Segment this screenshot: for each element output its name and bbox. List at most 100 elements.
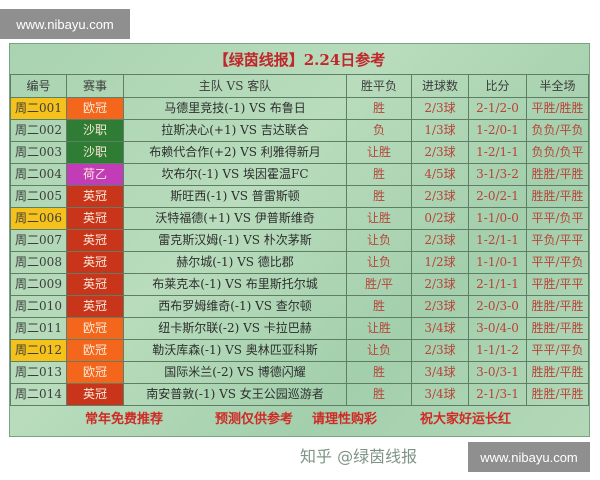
match-code: 周二014: [10, 383, 67, 406]
halftime-fulltime-pick: 胜胜/平胜: [526, 383, 589, 406]
result-wdl: 让负: [346, 251, 412, 274]
match-code: 周二013: [10, 361, 67, 384]
score-pick: 2-1/3-1: [468, 383, 527, 406]
halftime-fulltime-pick: 平平/平负: [526, 339, 589, 362]
column-header: 进球数: [411, 74, 469, 98]
halftime-fulltime-pick: 负负/负平: [526, 141, 589, 164]
score-pick: 1-1/1-2: [468, 339, 527, 362]
goals-pick: 2/3球: [411, 185, 469, 208]
result-wdl: 胜: [346, 361, 412, 384]
match-teams: 国际米兰(-2) VS 博德闪耀: [123, 361, 347, 384]
table-row: 周二002 沙职 拉斯决心(+1) VS 吉达联合负 1/3球 1-2/0-1 负负/平负: [10, 119, 589, 142]
goals-pick: 0/2球: [411, 207, 469, 230]
halftime-fulltime-pick: 胜胜/平胜: [526, 317, 589, 340]
column-header: 编号: [10, 74, 67, 98]
table-row: 周二009 英冠 布莱克本(-1) VS 布里斯托尔城 胜/平 2/3球 2-1/1-1 平…: [10, 273, 589, 296]
halftime-fulltime-pick: 胜胜/平胜: [526, 295, 589, 318]
goals-pick: 3/4球: [411, 361, 469, 384]
result-wdl: 胜: [346, 383, 412, 406]
match-code: 周二006: [10, 207, 67, 230]
column-header: 比分: [468, 74, 527, 98]
league-badge: 欧冠: [66, 97, 124, 120]
footer-slogan: 预测仅供参考: [215, 412, 294, 427]
result-wdl: 胜/平: [346, 273, 412, 296]
goals-pick: 2/3球: [411, 141, 469, 164]
goals-pick: 1/3球: [411, 119, 469, 142]
result-wdl: 让胜: [346, 207, 412, 230]
halftime-fulltime-pick: 平胜/胜胜: [526, 97, 589, 120]
match-code: 周二008: [10, 251, 67, 274]
watermark-top: www.nibayu.com: [0, 9, 130, 39]
league-badge: 沙职: [66, 141, 124, 164]
goals-pick: 2/3球: [411, 295, 469, 318]
goals-pick: 3/4球: [411, 383, 469, 406]
result-wdl: 负: [346, 119, 412, 142]
board-title: 【绿茵线报】2.24日参考: [213, 50, 386, 69]
match-teams: 沃特福德(+1) VS 伊普斯维奇: [123, 207, 347, 230]
score-pick: 1-2/1-1: [468, 229, 527, 252]
match-teams: 南安普敦(-1) VS 女王公园巡游者: [123, 383, 347, 406]
halftime-fulltime-pick: 胜胜/平胜: [526, 185, 589, 208]
prediction-table: 编号 赛事 主队 VS 客队 胜平负 进球数 比分 半全场 周二001 欧冠 马德里竞技(-1)…: [10, 74, 589, 406]
table-row: 周二006 英冠 沃特福德(+1) VS 伊普斯维奇 让胜 0/2球 1-1/0-0 平平/…: [10, 207, 589, 230]
header-row: 编号 赛事 主队 VS 客队 胜平负 进球数 比分 半全场: [10, 74, 589, 98]
score-pick: 3-0/3-1: [468, 361, 527, 384]
column-header: 半全场: [526, 74, 589, 98]
goals-pick: 2/3球: [411, 229, 469, 252]
halftime-fulltime-pick: 平平/平负: [526, 251, 589, 274]
league-badge: 荷乙: [66, 163, 124, 186]
footer-slogan: 常年免费推荐: [85, 412, 164, 427]
score-pick: 2-1/1-1: [468, 273, 527, 296]
table-row: 周二010 英冠 西布罗姆维奇(-1) VS 查尔顿胜 2/3球 2-0/3-0 胜胜/平…: [10, 295, 589, 318]
table-row: 周二001 欧冠 马德里竞技(-1) VS 布鲁日胜 2/3球 2-1/2-0 平胜/胜胜: [10, 97, 589, 120]
league-badge: 欧冠: [66, 339, 124, 362]
table-row: 周二005 英冠 斯旺西(-1) VS 普雷斯顿胜 2/3球 2-0/2-1 胜胜/平胜: [10, 185, 589, 208]
match-code: 周二001: [10, 97, 67, 120]
league-badge: 英冠: [66, 295, 124, 318]
goals-pick: 2/3球: [411, 273, 469, 296]
match-code: 周二011: [10, 317, 67, 340]
match-code: 周二010: [10, 295, 67, 318]
goals-pick: 2/3球: [411, 97, 469, 120]
table-row: 周二007 英冠 雷克斯汉姆(-1) VS 朴次茅斯 让负 2/3球 1-2/1-1 平负/…: [10, 229, 589, 252]
halftime-fulltime-pick: 胜胜/平胜: [526, 163, 589, 186]
match-teams: 赫尔城(-1) VS 德比郡: [123, 251, 347, 274]
table-row: 周二014 英冠 南安普敦(-1) VS 女王公园巡游者胜 3/4球 2-1/3-1 胜胜…: [10, 383, 589, 406]
match-teams: 坎布尔(-1) VS 埃因霍温FC: [123, 163, 347, 186]
match-teams: 西布罗姆维奇(-1) VS 查尔顿: [123, 295, 347, 318]
goals-pick: 3/4球: [411, 317, 469, 340]
match-teams: 布莱克本(-1) VS 布里斯托尔城: [123, 273, 347, 296]
table-row: 周二003 沙职 布赖代合作(+2) VS 利雅得新月 让胜 2/3球 1-2/1-1 负负…: [10, 141, 589, 164]
goals-pick: 2/3球: [411, 339, 469, 362]
result-wdl: 胜: [346, 163, 412, 186]
match-teams: 纽卡斯尔联(-2) VS 卡拉巴赫: [123, 317, 347, 340]
result-wdl: 胜: [346, 295, 412, 318]
score-pick: 2-1/2-0: [468, 97, 527, 120]
column-header: 胜平负: [346, 74, 412, 98]
halftime-fulltime-pick: 平胜/平平: [526, 273, 589, 296]
match-code: 周二004: [10, 163, 67, 186]
league-badge: 沙职: [66, 119, 124, 142]
league-badge: 英冠: [66, 251, 124, 274]
halftime-fulltime-pick: 负负/平负: [526, 119, 589, 142]
score-pick: 1-1/0-1: [468, 251, 527, 274]
match-code: 周二007: [10, 229, 67, 252]
score-pick: 2-0/2-1: [468, 185, 527, 208]
footer-slogans: 常年免费推荐 预测仅供参考 请理性购彩 祝大家好运长红: [10, 406, 589, 433]
match-teams: 勒沃库森(-1) VS 奥林匹亚科斯: [123, 339, 347, 362]
result-wdl: 让胜: [346, 141, 412, 164]
table-row: 周二011 欧冠 纽卡斯尔联(-2) VS 卡拉巴赫 让胜 3/4球 3-0/4-0 胜胜/…: [10, 317, 589, 340]
result-wdl: 让负: [346, 339, 412, 362]
league-badge: 英冠: [66, 383, 124, 406]
score-pick: 1-2/0-1: [468, 119, 527, 142]
table-row: 周二012 欧冠 勒沃库森(-1) VS 奥林匹亚科斯 让负 2/3球 1-1/1-2 平平…: [10, 339, 589, 362]
table-row: 周二004 荷乙 坎布尔(-1) VS 埃因霍温FC 胜 4/5球 3-1/3-2 胜胜/平…: [10, 163, 589, 186]
score-pick: 1-1/0-0: [468, 207, 527, 230]
match-code: 周二003: [10, 141, 67, 164]
result-wdl: 胜: [346, 97, 412, 120]
zhihu-watermark: 知乎 @绿茵线报: [300, 447, 418, 466]
goals-pick: 1/2球: [411, 251, 469, 274]
match-code: 周二009: [10, 273, 67, 296]
league-badge: 英冠: [66, 229, 124, 252]
match-code: 周二005: [10, 185, 67, 208]
